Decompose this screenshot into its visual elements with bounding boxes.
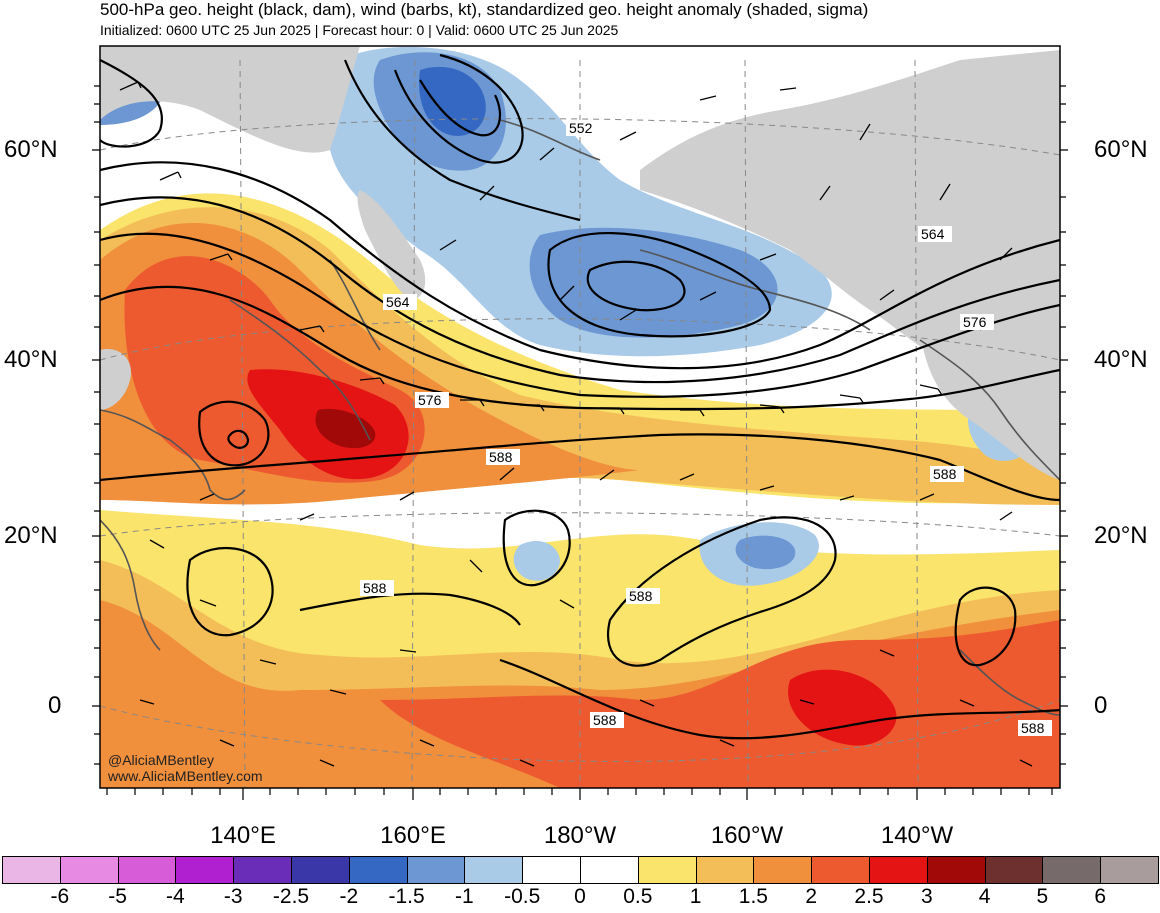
lat-label-60n-left: 60°N (4, 136, 58, 163)
anomaly-colorbar (2, 856, 1159, 884)
lat-label-20n-right: 20°N (1094, 522, 1148, 549)
colorbar-cell (926, 856, 986, 884)
colorbar-tick-label: 1.5 (738, 885, 768, 908)
colorbar-tick-label: 2 (805, 885, 818, 908)
colorbar-tick-label: -1.5 (388, 885, 425, 908)
colorbar-tick-label: 6 (1094, 885, 1107, 908)
anomaly-positive-darkred-japan (315, 408, 376, 449)
contour-label-588-southeast: 588 (1021, 720, 1045, 736)
contour-label-boxes (360, 120, 1052, 736)
colorbar-tick-label: 0.5 (623, 885, 653, 908)
lon-label-140e: 140°E (210, 822, 276, 849)
contour-labels: 552 564 564 576 576 588 588 588 588 588 … (363, 120, 1045, 736)
credit-website: www.AliciaMBentley.com (108, 768, 263, 784)
anomaly-positive-red-central-pacific (788, 669, 897, 746)
colorbar-cell (117, 856, 177, 884)
colorbar-cell (522, 856, 581, 884)
colorbar-cell (753, 856, 813, 884)
land-east-asia (100, 349, 131, 410)
contour-label-588-east: 588 (933, 466, 957, 482)
colorbar-cell (695, 856, 755, 884)
credit-handle: @AliciaMBentley (108, 752, 215, 768)
lat-label-20n-left: 20°N (4, 522, 58, 549)
lat-label-60n-right: 60°N (1094, 136, 1148, 163)
contour-label-588-tropic-west: 588 (363, 580, 387, 596)
colorbar-cell (406, 856, 466, 884)
land-siberia-northwest (100, 46, 360, 153)
colorbar-tick-label: 1 (689, 885, 702, 908)
colorbar-cell (348, 856, 408, 884)
lon-label-160e: 160°E (380, 822, 446, 849)
contour-label-588-mid: 588 (489, 449, 513, 465)
wind-barbs (119, 81, 1033, 767)
anomaly-negative-tropical-3 (513, 541, 560, 581)
colorbar-cell (811, 856, 870, 884)
lat-label-0-right: 0 (1094, 692, 1108, 719)
colorbar-cell (1100, 856, 1159, 884)
contour-label-576-east: 576 (963, 314, 987, 330)
colorbar-cell (2, 856, 61, 884)
anomaly-positive-redorange-south (380, 620, 1060, 788)
contour-label-576-west: 576 (418, 392, 442, 408)
contour-label-552: 552 (569, 120, 593, 136)
axis-ticks (92, 85, 1068, 800)
lon-label-160w: 160°W (710, 822, 784, 849)
colorbar-cell (1042, 856, 1102, 884)
colorbar-tick-label: 3 (920, 885, 933, 908)
height-contours (100, 53, 1060, 740)
map-field: 552 564 564 576 576 588 588 588 588 588 … (100, 46, 1060, 788)
land-kamchatka (357, 190, 426, 300)
colorbar-tick-label: -3 (223, 885, 243, 908)
colorbar-cell (869, 856, 928, 884)
contour-label-564-west: 564 (386, 294, 410, 310)
colorbar-tick-label: 2.5 (854, 885, 884, 908)
lon-label-140w: 140°W (880, 822, 954, 849)
colorbar-tick-label: -4 (166, 885, 185, 908)
colorbar-tick-label: -2.5 (272, 885, 310, 908)
colorbar-cell (233, 856, 292, 884)
contour-label-588-tropic-mid: 588 (629, 588, 653, 604)
colorbar-cell (291, 856, 350, 884)
colorbar-cell (464, 856, 524, 884)
anomaly-negative-blue-gulf-alaska (529, 227, 778, 338)
graticule (100, 59, 1060, 788)
colorbar-tick-label: -0.5 (504, 885, 541, 908)
lat-label-0-left: 0 (48, 692, 62, 719)
colorbar-tick-label: 4 (978, 885, 991, 908)
colorbar-tick-label: 0 (574, 885, 586, 908)
colorbar-tick-label: -6 (50, 885, 70, 908)
contour-label-564-east: 564 (921, 226, 945, 242)
colorbar-tick-label: -2 (339, 885, 359, 908)
map-title: 500-hPa geo. height (black, dam), wind (… (100, 0, 869, 19)
colorbar-cell (175, 856, 235, 884)
colorbar-tick-label: -1 (455, 885, 474, 908)
colorbar-cell (580, 856, 639, 884)
contour-label-588-south: 588 (593, 712, 617, 728)
colorbar-cell (59, 856, 119, 884)
anomaly-negative-darkblue-siberia (419, 66, 486, 136)
coastlines (100, 119, 1060, 716)
colorbar-tick-label: 5 (1036, 885, 1049, 908)
lat-label-40n-left: 40°N (4, 346, 58, 373)
lat-label-40n-right: 40°N (1094, 346, 1148, 373)
map-subtitle: Initialized: 0600 UTC 25 Jun 2025 | Fore… (100, 22, 619, 38)
colorbar-tick-label: -5 (108, 885, 127, 908)
anomaly-negative-tropical-2 (735, 535, 796, 570)
colorbar-cell (637, 856, 697, 884)
lon-label-180w: 180°W (543, 822, 617, 849)
colorbar-cell (984, 856, 1044, 884)
